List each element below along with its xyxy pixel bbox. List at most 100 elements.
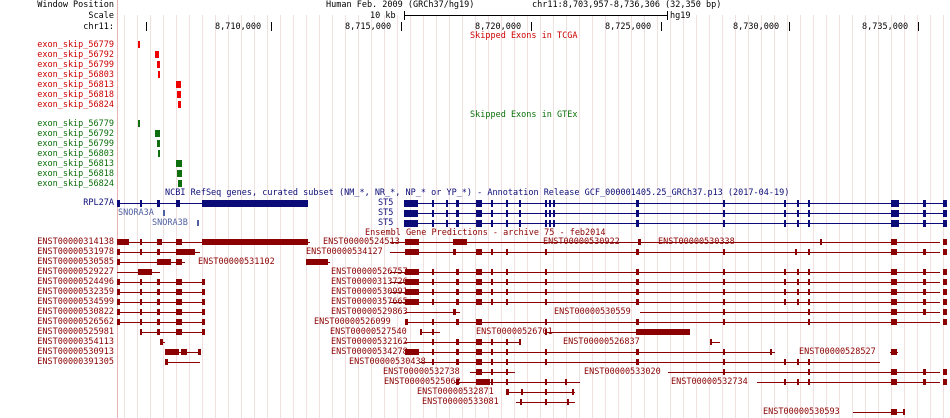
ensembl-exon[interactable] — [565, 379, 567, 385]
ensembl-exon[interactable] — [923, 249, 926, 255]
ensembl-exon[interactable] — [943, 279, 947, 285]
ensembl-exon[interactable] — [923, 299, 926, 305]
ensembl-exon[interactable] — [891, 309, 897, 315]
ensembl-exon[interactable] — [491, 359, 493, 365]
ensembl-exon[interactable] — [891, 369, 897, 375]
gtex-item-label[interactable]: exon_skip_56799 — [37, 139, 114, 149]
ensembl-exon[interactable] — [491, 279, 493, 285]
ensembl-exon[interactable] — [723, 249, 725, 255]
st5-exon[interactable] — [784, 220, 786, 227]
st5-exon[interactable] — [923, 210, 926, 217]
ensembl-exon[interactable] — [176, 329, 182, 335]
ensembl-exon[interactable] — [723, 359, 725, 365]
st5-exon[interactable] — [891, 200, 899, 207]
ensembl-exon[interactable] — [797, 299, 799, 305]
st5-exon[interactable] — [519, 210, 521, 217]
ensembl-exon[interactable] — [456, 349, 459, 355]
st5-intron[interactable] — [404, 213, 947, 214]
st5-exon[interactable] — [476, 210, 482, 217]
ensembl-exon[interactable] — [476, 339, 482, 345]
ensembl-exon[interactable] — [903, 409, 905, 415]
rpl27a-exon[interactable] — [202, 200, 308, 207]
rpl27a-exon[interactable] — [117, 200, 120, 207]
ensembl-exon[interactable] — [943, 289, 947, 295]
st5-exon[interactable] — [446, 220, 448, 227]
ensembl-exon[interactable] — [723, 289, 725, 295]
ensembl-exon[interactable] — [545, 329, 547, 335]
ensembl-intron[interactable] — [405, 322, 940, 323]
refseq-gene-label[interactable]: RPL27A — [83, 198, 114, 208]
ensembl-exon[interactable] — [476, 249, 482, 255]
ensembl-exon[interactable] — [157, 259, 171, 265]
ensembl-inline-label[interactable]: ENST00000530559 — [554, 307, 631, 317]
ensembl-exon[interactable] — [456, 319, 459, 325]
ensembl-left-label[interactable]: ENST00000354113 — [37, 337, 114, 347]
ensembl-exon[interactable] — [506, 299, 508, 305]
st5-exon[interactable] — [491, 220, 493, 227]
ensembl-exon[interactable] — [476, 379, 490, 385]
ensembl-exon[interactable] — [476, 289, 482, 295]
ensembl-exon[interactable] — [117, 299, 120, 305]
tcga-feature[interactable] — [177, 91, 181, 98]
st5-exon[interactable] — [808, 220, 810, 227]
rpl27a-exon[interactable] — [176, 200, 180, 207]
ensembl-exon[interactable] — [176, 289, 182, 295]
ensembl-exon[interactable] — [432, 339, 434, 345]
ensembl-exon[interactable] — [456, 379, 459, 385]
ensembl-exon[interactable] — [808, 379, 810, 385]
ensembl-intron[interactable] — [710, 342, 720, 343]
ensembl-exon[interactable] — [491, 289, 493, 295]
tcga-item-label[interactable]: exon_skip_56803 — [37, 70, 114, 80]
st5-exon[interactable] — [943, 220, 947, 227]
ensembl-intron[interactable] — [545, 332, 690, 333]
st5-exon[interactable] — [553, 210, 555, 217]
ensembl-exon[interactable] — [943, 379, 947, 385]
gtex-feature[interactable] — [157, 140, 160, 147]
ensembl-exon[interactable] — [891, 249, 897, 255]
ensembl-exon[interactable] — [202, 329, 205, 335]
ensembl-exon[interactable] — [808, 289, 810, 295]
ensembl-inline-label[interactable]: ENST00000357665 — [331, 297, 408, 307]
ensembl-exon[interactable] — [808, 319, 810, 325]
ensembl-left-label[interactable]: ENST00000531978 — [37, 247, 114, 257]
ensembl-exon[interactable] — [923, 279, 926, 285]
ensembl-exon[interactable] — [891, 269, 897, 275]
ensembl-exon[interactable] — [710, 339, 712, 345]
ensembl-exon[interactable] — [491, 299, 493, 305]
ensembl-exon[interactable] — [891, 409, 897, 415]
ensembl-left-label[interactable]: ENST00000391305 — [37, 357, 114, 367]
ensembl-intron[interactable] — [405, 352, 775, 353]
ensembl-exon[interactable] — [456, 359, 459, 365]
ensembl-exon[interactable] — [117, 259, 120, 265]
ensembl-exon[interactable] — [181, 249, 195, 255]
ensembl-exon[interactable] — [923, 369, 926, 375]
ensembl-exon[interactable] — [808, 299, 810, 305]
st5-exon[interactable] — [545, 210, 547, 217]
ensembl-exon[interactable] — [808, 279, 810, 285]
ensembl-exon[interactable] — [491, 339, 493, 345]
ensembl-exon[interactable] — [506, 269, 508, 275]
ensembl-intron[interactable] — [390, 302, 940, 303]
ensembl-exon[interactable] — [545, 319, 547, 325]
ensembl-exon[interactable] — [506, 379, 508, 385]
ensembl-exon[interactable] — [202, 299, 205, 305]
ensembl-exon[interactable] — [943, 249, 947, 255]
ensembl-left-label[interactable]: ENST00000314138 — [37, 237, 114, 247]
ensembl-exon[interactable] — [521, 389, 523, 395]
st5-exon[interactable] — [636, 200, 639, 207]
gtex-feature[interactable] — [176, 160, 182, 167]
st5-label[interactable]: ST5 — [378, 198, 394, 208]
refseq-track-title[interactable]: NCBI RefSeq genes, curated subset (NM_*,… — [165, 188, 790, 198]
gtex-item-label[interactable]: exon_skip_56792 — [37, 129, 114, 139]
ensembl-exon[interactable] — [797, 269, 799, 275]
ensembl-exon[interactable] — [160, 339, 163, 345]
ensembl-intron[interactable] — [140, 332, 205, 333]
st5-exon[interactable] — [519, 220, 521, 227]
ensembl-intron[interactable] — [668, 372, 940, 373]
ensembl-exon[interactable] — [636, 249, 639, 255]
ensembl-inline-label[interactable]: ENST00000526701 — [476, 327, 553, 337]
ensembl-exon[interactable] — [567, 399, 569, 405]
ensembl-exon[interactable] — [545, 359, 547, 365]
ensembl-exon[interactable] — [784, 379, 786, 385]
